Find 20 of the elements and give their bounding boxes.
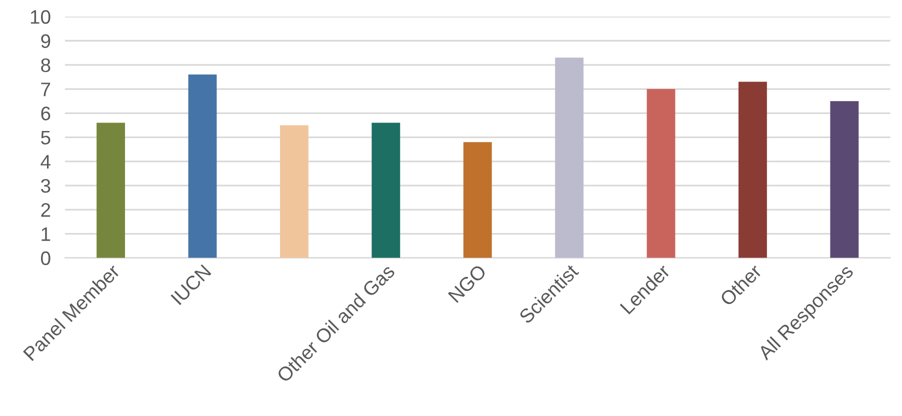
- y-tick-label: 2: [41, 203, 50, 217]
- bar: [463, 142, 492, 258]
- y-tick-label: 10: [30, 10, 50, 24]
- y-tick-label: 6: [41, 106, 50, 120]
- bar: [280, 125, 308, 258]
- y-tick-label: 3: [40, 179, 50, 193]
- y-tick-label: 4: [40, 155, 50, 168]
- y-tick-label: 7: [41, 82, 50, 96]
- bar: [830, 101, 859, 258]
- bar: [738, 82, 767, 258]
- bar: [188, 74, 217, 258]
- y-tick-label: 1: [42, 227, 50, 241]
- bar: [96, 122, 126, 258]
- bar: [646, 89, 676, 258]
- bar: [555, 58, 584, 258]
- y-tick-label: 0: [41, 251, 50, 266]
- bar: [372, 122, 400, 258]
- y-tick-label: 9: [41, 34, 50, 48]
- y-tick-label: 8: [41, 58, 50, 72]
- y-tick-label: 5: [41, 130, 50, 145]
